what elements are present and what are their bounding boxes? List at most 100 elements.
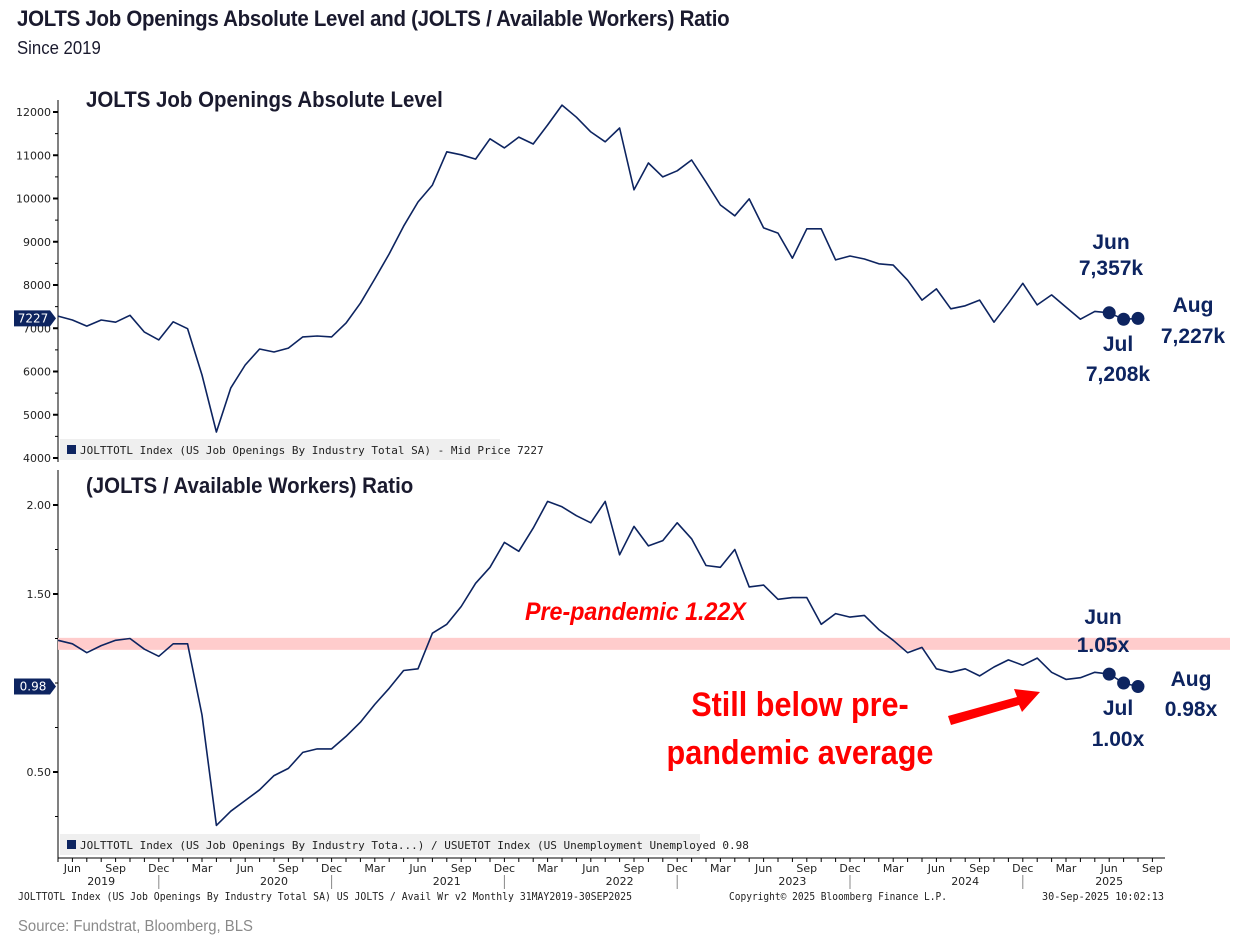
top-annot-aug-value: 7,227k (1161, 325, 1226, 348)
callout-line-2: pandemic average (667, 734, 934, 772)
bottom-legend-swatch (67, 840, 76, 849)
x-month-label: Mar (1056, 862, 1077, 875)
y-tick-label: 5000 (23, 409, 51, 422)
callout-arrow-icon (948, 689, 1040, 725)
x-month-label: Jun (754, 862, 772, 875)
bottom-panel: 2.00 1.50 0.50 (JOLTS / Available Workers)… (14, 470, 1230, 858)
bot-annot-jun-month: Jun (1084, 606, 1121, 629)
y-tick-label: 11000 (16, 149, 51, 162)
x-month-label: Jun (581, 862, 599, 875)
footer-description: JOLTTOTL Index (US Job Openings By Indus… (18, 891, 632, 903)
highlight-dot (1131, 680, 1145, 694)
top-panel: 120001100010000900080007000600050004000 … (14, 87, 1225, 465)
bot-annot-aug-value: 0.98x (1165, 698, 1218, 721)
top-series-line (57, 104, 1139, 433)
top-tag-shape (14, 310, 56, 327)
x-month-label: Dec (321, 862, 342, 875)
bottom-series-line (57, 500, 1139, 827)
pre-pandemic-band (58, 637, 1230, 650)
y-tick-label: 10000 (16, 193, 51, 206)
x-month-label: Mar (883, 862, 904, 875)
x-month-label: Dec (494, 862, 515, 875)
bot-annot-jul-month: Jul (1103, 697, 1133, 720)
x-year-labels: 2019 2020 2021 2022 2023 2024 2025 (87, 875, 1123, 889)
highlight-dot (1102, 667, 1116, 681)
footer-copyright: Copyright© 2025 Bloomberg Finance L.P. (729, 891, 947, 903)
x-month-label: Jun (63, 862, 81, 875)
bottom-tag-value: 0.98 (20, 680, 47, 694)
x-year-label: 2025 (1095, 875, 1123, 888)
page-title: JOLTS Job Openings Absolute Level and (J… (17, 6, 730, 31)
top-legend-text: JOLTTOTL Index (US Job Openings By Indus… (80, 444, 544, 457)
top-tag-value: 7227 (18, 311, 49, 325)
x-minor-ticks (57, 858, 1153, 862)
top-legend-swatch (67, 445, 76, 454)
bottom-legend-text: JOLTTOTL Index (US Job Openings By Indus… (80, 839, 749, 852)
y-tick-label: 9000 (23, 236, 51, 249)
x-month-label: Sep (105, 862, 126, 875)
x-month-label: Sep (624, 862, 645, 875)
callout-line-1: Still below pre- (691, 686, 909, 724)
y-tick-label: 2.00 (27, 499, 52, 512)
x-month-label: Sep (278, 862, 299, 875)
x-year-label: 2021 (433, 875, 461, 888)
top-annot-jul-month: Jul (1103, 333, 1133, 356)
bottom-last-value-tag: 0.98 (14, 678, 56, 695)
x-month-label: Sep (969, 862, 990, 875)
x-month-label: Jun (236, 862, 254, 875)
x-year-label: 2023 (778, 875, 806, 888)
x-month-label: Sep (1142, 862, 1163, 875)
x-month-label: Mar (537, 862, 558, 875)
bottom-highlight-dots (1102, 667, 1145, 694)
highlight-dot (1117, 312, 1131, 326)
top-annot-aug-month: Aug (1173, 294, 1214, 317)
bot-annot-jun-value: 1.05x (1077, 634, 1130, 657)
y-tick-label: 1.50 (27, 588, 52, 601)
x-year-label: 2022 (606, 875, 634, 888)
x-month-label: Dec (148, 862, 169, 875)
bottom-chart-title: (JOLTS / Available Workers) Ratio (86, 473, 413, 498)
highlight-dot (1102, 306, 1116, 320)
x-month-label: Dec (839, 862, 860, 875)
x-month-label: Dec (1012, 862, 1033, 875)
x-month-label: Mar (710, 862, 731, 875)
x-year-label: 2020 (260, 875, 288, 888)
x-year-label: 2019 (87, 875, 115, 888)
source-note: Source: Fundstrat, Bloomberg, BLS (18, 918, 253, 935)
y-tick-label: 8000 (23, 279, 51, 292)
top-highlight-dots (1102, 306, 1145, 326)
x-month-label: Jun (927, 862, 945, 875)
x-axis: Jun Sep Dec Mar Jun Sep Dec Mar Jun Sep Dec Mar Jun S… (57, 857, 1165, 889)
top-chart-title: JOLTS Job Openings Absolute Level (86, 87, 443, 112)
highlight-dot (1117, 676, 1131, 690)
bot-annot-aug-month: Aug (1171, 668, 1212, 691)
x-month-label: Mar (364, 862, 385, 875)
x-month-labels: Jun Sep Dec Mar Jun Sep Dec Mar Jun Sep Dec Mar Jun S… (63, 862, 1163, 875)
x-month-label: Sep (451, 862, 472, 875)
top-legend-box (60, 439, 500, 460)
y-tick-label: 4000 (23, 452, 51, 465)
x-month-label: Sep (796, 862, 817, 875)
bottom-y-ticks: 2.00 1.50 0.50 (27, 499, 58, 817)
y-tick-label: 6000 (23, 366, 51, 379)
pre-pandemic-label: Pre-pandemic 1.22X (525, 598, 748, 626)
highlight-dot (1131, 311, 1145, 325)
footer-timestamp: 30-Sep-2025 10:02:13 (1042, 891, 1164, 903)
x-month-label: Mar (192, 862, 213, 875)
x-month-label: Dec (667, 862, 688, 875)
y-tick-label: 12000 (16, 106, 51, 119)
y-tick-label: 0.50 (27, 766, 52, 779)
page-subtitle: Since 2019 (17, 38, 101, 58)
bot-annot-jul-value: 1.00x (1092, 728, 1145, 751)
top-annot-jun-month: Jun (1092, 231, 1129, 254)
top-last-value-tag: 7227 (14, 310, 56, 327)
x-month-label: Jun (1100, 862, 1118, 875)
top-annot-jul-value: 7,208k (1086, 363, 1151, 386)
bottom-tag-shape (14, 678, 56, 695)
x-year-label: 2024 (951, 875, 979, 888)
bottom-legend-box (60, 834, 700, 855)
x-month-label: Jun (408, 862, 426, 875)
top-annot-jun-value: 7,357k (1079, 257, 1144, 280)
